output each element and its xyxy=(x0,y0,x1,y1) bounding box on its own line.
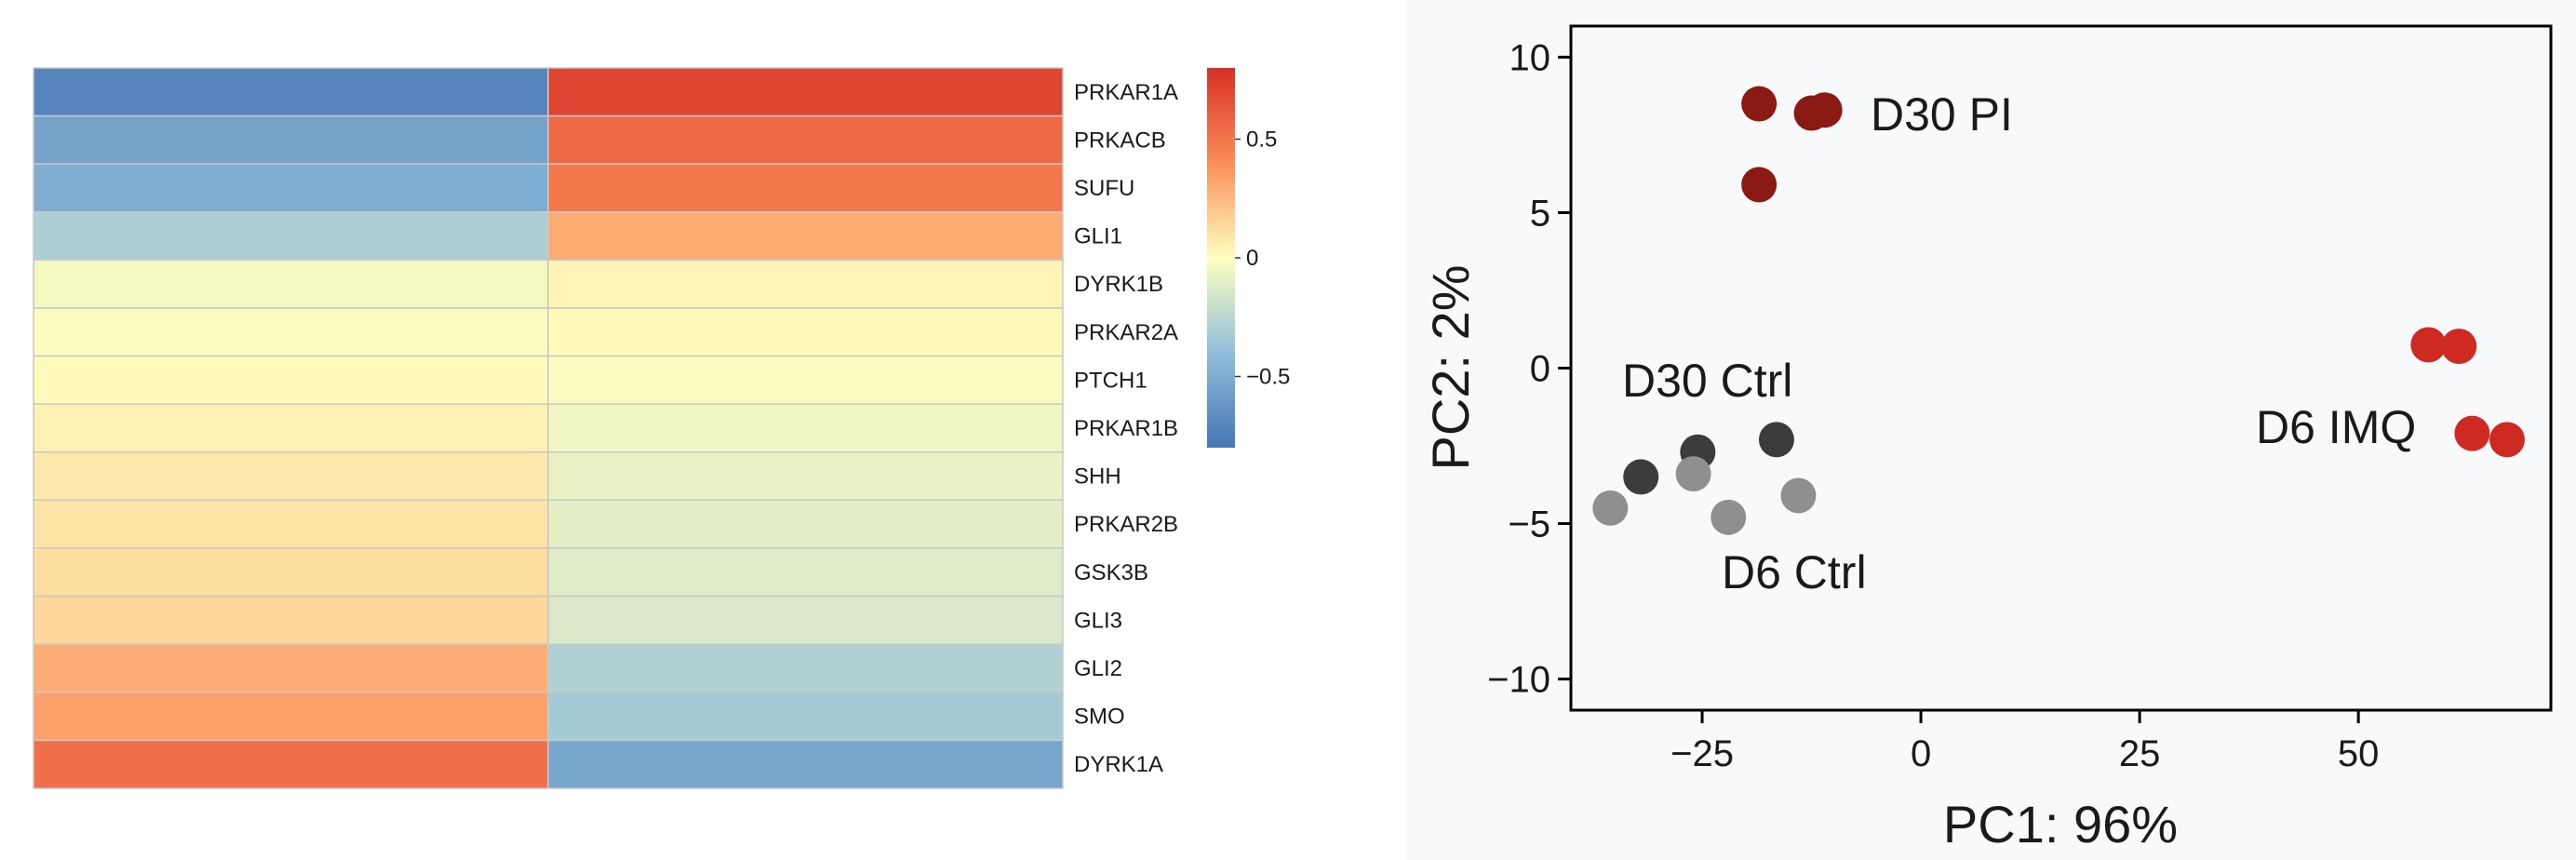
heatmap-cell xyxy=(547,547,1064,598)
x-tick-label: −25 xyxy=(1670,733,1734,774)
heatmap-cell xyxy=(33,451,549,502)
heatmap-cell xyxy=(547,67,1064,117)
heatmap-row-label: DYRK1A xyxy=(1074,752,1163,777)
heatmap-cell xyxy=(33,595,549,645)
data-point xyxy=(1806,92,1843,128)
y-tick-label: 5 xyxy=(1530,193,1550,234)
heatmap-cell xyxy=(547,595,1064,645)
heatmap-cell xyxy=(547,307,1064,357)
data-point xyxy=(2441,329,2477,365)
data-point xyxy=(2410,327,2447,363)
heatmap-row-label: GLI1 xyxy=(1074,224,1122,249)
heatmap-cell xyxy=(33,307,549,357)
heatmap-row-label: PRKAR1B xyxy=(1074,416,1178,441)
label-d30-pi: D30 PI xyxy=(1871,88,2013,141)
heatmap-cell xyxy=(33,259,549,309)
label-d6-imq: D6 IMQ xyxy=(2256,401,2416,453)
heatmap-row-label: PTCH1 xyxy=(1074,368,1147,393)
heatmap-cell xyxy=(547,739,1064,789)
heatmap-cell xyxy=(547,211,1064,262)
label-d30-ctrl: D30 Ctrl xyxy=(1622,355,1792,407)
heatmap-cell xyxy=(33,355,549,405)
heatmap-cell xyxy=(33,403,549,453)
y-tick-label: −5 xyxy=(1508,504,1550,545)
heatmap-row-label: SHH xyxy=(1074,464,1121,490)
data-point xyxy=(1780,477,1817,514)
x-tick-label: 25 xyxy=(2119,733,2161,774)
heatmap-row-labels: PRKAR1A PRKACB SUFU GLI1 DYRK1B PRKAR2A PTCH1 P… xyxy=(1074,80,1178,777)
colorbar-tick-label: 0.5 xyxy=(1246,128,1277,153)
heatmap-row-label: PRKAR2B xyxy=(1074,512,1178,537)
heatmap-cell xyxy=(33,67,549,117)
data-point xyxy=(1711,499,1747,535)
heatmap-row-label: SUFU xyxy=(1074,176,1134,201)
heatmap-cell xyxy=(547,499,1064,549)
data-point xyxy=(1675,456,1711,492)
y-axis-title: PC2: 2% xyxy=(1421,265,1480,471)
data-point xyxy=(1592,490,1629,526)
heatmap-cell xyxy=(547,692,1064,742)
heatmap-cell xyxy=(33,163,549,213)
heatmap-cell xyxy=(547,163,1064,213)
colorbar-tick-label: −0.5 xyxy=(1246,365,1290,390)
heatmap-cell xyxy=(547,114,1064,165)
scatter-points xyxy=(1592,86,2525,535)
heatmap-cell xyxy=(547,451,1064,502)
colorbar-tick-label: 0 xyxy=(1246,246,1258,271)
plot-background xyxy=(1407,0,2576,860)
data-point xyxy=(1741,86,1778,122)
heatmap-row-label: GLI2 xyxy=(1074,656,1122,681)
heatmap-cell xyxy=(33,643,549,693)
heatmap-row-label: PRKAR1A xyxy=(1074,80,1178,105)
heatmap-cell xyxy=(33,692,549,742)
y-tick-label: −10 xyxy=(1487,660,1550,701)
data-point xyxy=(2454,415,2490,451)
heatmap-row-label: SMO xyxy=(1074,705,1125,730)
heatmap-row-label: DYRK1B xyxy=(1074,272,1163,297)
heatmap-cell xyxy=(33,114,549,165)
heatmap-row-label: PRKAR2A xyxy=(1074,320,1178,345)
heatmap-cell xyxy=(547,643,1064,693)
x-tick-label: 50 xyxy=(2338,733,2380,774)
heatmap-cell xyxy=(33,739,549,789)
heatmap-cell xyxy=(547,355,1064,405)
heatmap-cell xyxy=(33,211,549,262)
heatmap-cell xyxy=(547,259,1064,309)
heatmap-panel: PRKAR1A PRKACB SUFU GLI1 DYRK1B PRKAR2A PTCH1 P… xyxy=(33,67,1290,789)
colorbar-ticks: 0.5 0 −0.5 xyxy=(1235,128,1290,390)
data-point xyxy=(1623,459,1659,495)
x-tick-label: 0 xyxy=(1911,733,1931,774)
y-tick-label: 0 xyxy=(1530,349,1550,390)
point-labels: D30 PI D30 Ctrl D6 IMQ D6 Ctrl xyxy=(1622,88,2416,598)
heatmap-row-label: GLI3 xyxy=(1074,608,1122,633)
label-d6-ctrl: D6 Ctrl xyxy=(1722,546,1867,598)
heatmap-cell xyxy=(547,403,1064,453)
colorbar xyxy=(1207,68,1235,448)
data-point xyxy=(1741,167,1778,203)
y-tick-label: 10 xyxy=(1509,37,1551,78)
heatmap-row-label: PRKACB xyxy=(1074,128,1166,153)
heatmap-cell xyxy=(33,499,549,549)
data-point xyxy=(2489,422,2525,458)
heatmap-cells xyxy=(33,67,1064,789)
heatmap-row-label: GSK3B xyxy=(1074,560,1148,585)
data-point xyxy=(1758,422,1794,458)
x-axis-title: PC1: 96% xyxy=(1943,795,2178,853)
heatmap-cell xyxy=(33,547,549,598)
